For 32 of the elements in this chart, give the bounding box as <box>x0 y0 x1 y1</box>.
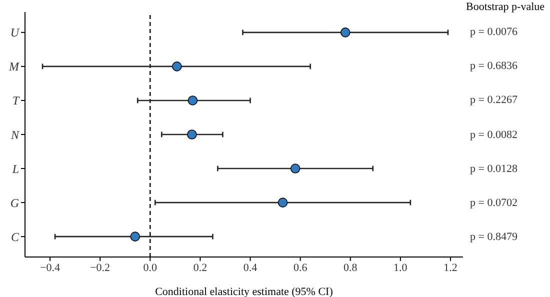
y-tick-label: U <box>10 26 20 40</box>
x-tick-label: 1.0 <box>394 262 408 274</box>
point <box>278 198 288 208</box>
text: p = 0.0128 <box>470 162 518 176</box>
y-tick-label: T <box>12 94 20 108</box>
text: p = 0.2267 <box>470 93 518 108</box>
point <box>130 232 140 242</box>
text: p = 0.8479 <box>470 230 518 244</box>
x-tick-label: 0.6 <box>293 262 308 274</box>
point <box>188 96 198 106</box>
x-tick-label: 0.4 <box>243 262 258 274</box>
y-tick-label: M <box>8 60 20 74</box>
x-axis-title: Conditional elasticity estimate (95% CI) <box>155 286 334 297</box>
y-tick-label: N <box>10 128 20 142</box>
x-tick-label: 0.8 <box>343 262 358 274</box>
text: p = 0.0082 <box>470 128 518 142</box>
text: p = 0.0076 <box>470 25 518 40</box>
point <box>340 28 350 38</box>
point <box>187 130 197 140</box>
x-tick-label: −0.4 <box>40 262 60 274</box>
text: Bootstrap p-value <box>466 1 545 13</box>
point <box>172 62 182 72</box>
x-tick-label: −0.2 <box>90 262 110 274</box>
x-tick-label: 0.2 <box>193 262 208 274</box>
x-tick-label: 0.0 <box>143 262 158 274</box>
text: p = 0.6836 <box>470 59 518 74</box>
x-tick-label: 1.2 <box>444 262 458 274</box>
y-tick-label: C <box>10 230 20 244</box>
text: p = 0.0702 <box>470 196 518 210</box>
y-tick-label: G <box>10 196 20 210</box>
y-tick-label: L <box>11 162 20 176</box>
point <box>290 164 300 174</box>
